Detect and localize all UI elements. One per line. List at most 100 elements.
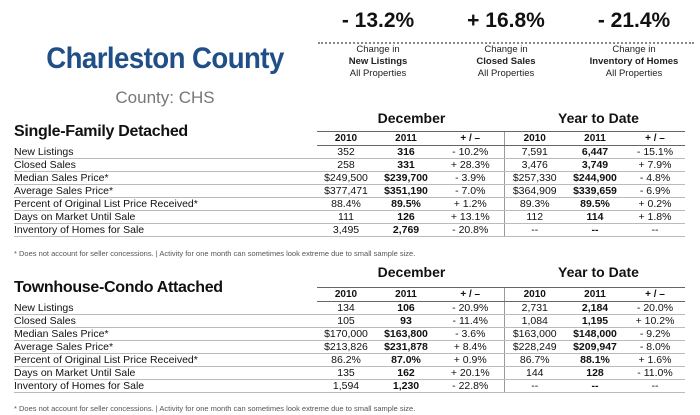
cell: 6,447 (565, 145, 625, 159)
col-header: + / – (625, 131, 685, 146)
county-title: Charleston County (46, 42, 284, 75)
group-head-ytd: Year to Date (558, 110, 639, 126)
row-label: Days on Market Until Sale (14, 366, 317, 380)
cell: $339,659 (565, 184, 625, 198)
cell: 3,476 (503, 158, 565, 172)
cell: 106 (375, 301, 437, 315)
row-label: Closed Sales (14, 314, 317, 328)
table-row: Days on Market Until Sale 135 162 + 20.1… (14, 366, 685, 380)
section-title-single-family: Single-Family Detached (14, 123, 188, 140)
cell: $148,000 (565, 327, 625, 341)
table-row: Closed Sales 258 331 + 28.3% 3,476 3,749… (14, 158, 685, 172)
kpi-label: Change in (356, 44, 400, 55)
row-label: Inventory of Homes for Sale (14, 223, 317, 237)
cell: + 1.2% (437, 197, 504, 211)
cell: - 6.9% (625, 184, 685, 198)
table-row: New Listings 352 316 - 10.2% 7,591 6,447… (14, 145, 685, 159)
cell: - 15.1% (625, 145, 685, 159)
cell: -- (503, 379, 565, 393)
row-label: Inventory of Homes for Sale (14, 379, 317, 393)
cell: 128 (565, 366, 625, 380)
county-subtitle: County: CHS (115, 88, 215, 107)
kpi-metric: New Listings (348, 56, 408, 67)
cell: -- (625, 223, 685, 237)
col-header: + / – (437, 287, 504, 302)
row-label: Average Sales Price* (14, 184, 317, 198)
footnote: * Does not account for seller concession… (14, 404, 416, 413)
kpi-value: - 13.2% (341, 9, 415, 32)
cell: - 4.8% (625, 171, 685, 185)
kpi-closed-sales: + 16.8% Change in Closed Sales All Prope… (446, 6, 566, 80)
cell: 1,084 (503, 314, 565, 328)
cell: 316 (375, 145, 437, 159)
cell: $163,000 (503, 327, 565, 341)
table-row: Median Sales Price* $249,500 $239,700 - … (14, 171, 685, 185)
table-row: Median Sales Price* $170,000 $163,800 - … (14, 327, 685, 341)
kpi-value: - 21.4% (597, 9, 671, 32)
col-header: 2011 (565, 287, 625, 302)
cell: + 1.6% (625, 353, 685, 367)
row-label: Average Sales Price* (14, 340, 317, 354)
cell: -- (503, 223, 565, 237)
cell: 89.5% (565, 197, 625, 211)
footnote: * Does not account for seller concession… (14, 249, 416, 258)
kpi-value: + 16.8% (467, 9, 545, 32)
cell: + 8.4% (437, 340, 504, 354)
cell: 1,195 (565, 314, 625, 328)
cell: $257,330 (503, 171, 565, 185)
kpi-scope: All Properties (605, 68, 663, 79)
cell: - 20.9% (437, 301, 504, 315)
cell: 2,769 (375, 223, 437, 237)
cell: -- (565, 223, 625, 237)
cell: 134 (317, 301, 375, 315)
table-row: Closed Sales 105 93 - 11.4% 1,084 1,195 … (14, 314, 685, 328)
cell: 258 (317, 158, 375, 172)
col-header: 2010 (317, 287, 375, 302)
cell: - 20.0% (625, 301, 685, 315)
col-header: 2010 (503, 131, 565, 146)
row-label: Median Sales Price* (14, 171, 317, 185)
cell: $163,800 (375, 327, 437, 341)
table-row: Inventory of Homes for Sale 3,495 2,769 … (14, 223, 685, 237)
cell: 1,230 (375, 379, 437, 393)
cell: 86.2% (317, 353, 375, 367)
cell: + 28.3% (437, 158, 504, 172)
cell: 2,184 (565, 301, 625, 315)
cell: 135 (317, 366, 375, 380)
row-label: Closed Sales (14, 158, 317, 172)
cell: 105 (317, 314, 375, 328)
cell: + 7.9% (625, 158, 685, 172)
cell: 7,591 (503, 145, 565, 159)
row-label: New Listings (14, 145, 317, 159)
col-header: 2011 (375, 287, 437, 302)
section-title-townhouse: Townhouse-Condo Attached (14, 279, 223, 296)
cell: 352 (317, 145, 375, 159)
col-header: 2011 (375, 131, 437, 146)
cell: - 11.4% (437, 314, 504, 328)
cell: + 1.8% (625, 210, 685, 224)
cell: 331 (375, 158, 437, 172)
kpi-scope: All Properties (349, 68, 407, 79)
group-head-december: December (377, 110, 446, 126)
cell: 162 (375, 366, 437, 380)
table-header-row: 2010 2011 + / – 2010 2011 + / – (14, 131, 685, 146)
kpi-divider (318, 42, 694, 44)
group-head-ytd: Year to Date (558, 264, 639, 280)
row-label: Median Sales Price* (14, 327, 317, 341)
cell: - 3.9% (437, 171, 504, 185)
table-row: Days on Market Until Sale 111 126 + 13.1… (14, 210, 685, 224)
cell: 126 (375, 210, 437, 224)
cell: 93 (375, 314, 437, 328)
cell: 144 (503, 366, 565, 380)
table-row: Inventory of Homes for Sale 1,594 1,230 … (14, 379, 685, 393)
cell: 86.7% (503, 353, 565, 367)
cell: 1,594 (317, 379, 375, 393)
cell: - 22.8% (437, 379, 504, 393)
kpi-scope: All Properties (477, 68, 535, 79)
cell: + 0.9% (437, 353, 504, 367)
cell: 3,749 (565, 158, 625, 172)
cell: 89.3% (503, 197, 565, 211)
kpi-metric: Inventory of Homes (589, 56, 679, 67)
cell: 3,495 (317, 223, 375, 237)
cell: $213,826 (317, 340, 375, 354)
